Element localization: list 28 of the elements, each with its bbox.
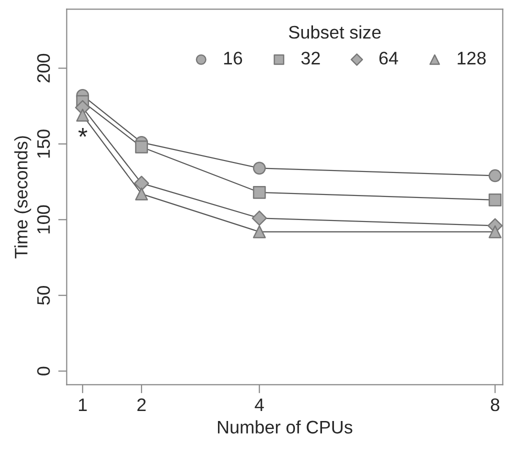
point (252, 162, 266, 175)
point (135, 140, 148, 154)
annotation: * (78, 128, 88, 137)
x-tick-label: 2 (137, 398, 146, 411)
legend-label: 32 (301, 52, 320, 65)
point (76, 108, 90, 122)
x-tick-label: 4 (254, 398, 264, 411)
legend-label: 16 (224, 52, 242, 65)
point (252, 225, 266, 238)
point (488, 194, 502, 206)
legend-label: 64 (379, 52, 398, 65)
point (134, 176, 150, 191)
y-tick-label: 100 (37, 205, 50, 234)
point (252, 186, 266, 199)
x-tick-label: 1 (78, 398, 87, 411)
y-axis-title: Time (seconds) (14, 136, 32, 258)
point (135, 187, 148, 200)
legend-title: Subset size (288, 25, 381, 39)
point (488, 169, 502, 182)
y-tick-label: 200 (37, 54, 50, 82)
point (252, 210, 267, 226)
point (488, 225, 502, 238)
y-tick-label: 50 (37, 286, 50, 305)
legend-label: 128 (458, 52, 486, 65)
y-tick-label: 0 (37, 366, 50, 376)
y-tick-label: 150 (37, 130, 50, 158)
x-tick-label: 8 (490, 398, 500, 412)
x-axis-title: Number of CPUs (218, 420, 352, 434)
